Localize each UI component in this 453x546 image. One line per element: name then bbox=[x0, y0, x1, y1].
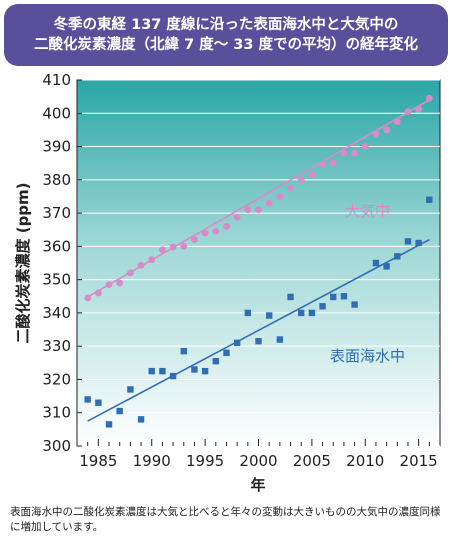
seawater-point bbox=[394, 253, 401, 260]
seawater-point bbox=[330, 293, 337, 301]
atmosphere-point bbox=[191, 236, 198, 244]
atmosphere-point bbox=[383, 126, 391, 134]
atmosphere-point bbox=[223, 223, 230, 230]
atmosphere-point bbox=[137, 261, 145, 269]
seawater-point bbox=[180, 347, 187, 355]
atmosphere-point bbox=[169, 243, 177, 251]
atmosphere-point bbox=[265, 199, 273, 207]
atmosphere-point bbox=[329, 159, 337, 167]
atmosphere-point bbox=[415, 105, 423, 113]
seawater-point bbox=[233, 339, 241, 347]
series-label-seawater: 表面海水中 bbox=[330, 347, 405, 365]
seawater-point bbox=[308, 309, 316, 317]
seawater-point bbox=[372, 259, 380, 267]
seawater-point bbox=[383, 263, 390, 270]
atmosphere-point bbox=[372, 130, 380, 138]
atmosphere-point bbox=[425, 94, 433, 102]
atmosphere-point bbox=[84, 294, 92, 302]
title-box: 冬季の東経 137 度線に沿った表面海水中と大気中の 二酸化炭素濃度（北緯 7 … bbox=[4, 4, 448, 66]
series-label-atmosphere: 大気中 bbox=[345, 202, 390, 220]
seawater-point bbox=[276, 336, 284, 343]
seawater-point bbox=[244, 309, 252, 317]
seawater-point bbox=[137, 416, 145, 423]
seawater-point bbox=[319, 303, 326, 310]
co2-chart: 300 310 320 330 340 350 360 370 380 390 400 410 198… bbox=[14, 71, 441, 494]
seawater-point bbox=[287, 293, 294, 301]
x-axis-label: 年 bbox=[250, 476, 265, 494]
atmosphere-point bbox=[393, 118, 401, 125]
atmosphere-point bbox=[308, 171, 316, 179]
x-tick-label: 2000 bbox=[239, 452, 277, 470]
seawater-point bbox=[404, 238, 412, 245]
x-tick-label: 2015 bbox=[400, 452, 438, 470]
y-tick-label: 400 bbox=[42, 104, 71, 122]
x-tick-label: 2010 bbox=[346, 452, 384, 470]
atmosphere-point bbox=[319, 161, 326, 169]
atmosphere-point bbox=[94, 289, 102, 297]
seawater-point bbox=[191, 366, 198, 373]
trend-line-seawater bbox=[87, 239, 430, 422]
seawater-point bbox=[426, 196, 433, 203]
seawater-point bbox=[148, 367, 155, 375]
seawater-point bbox=[159, 367, 166, 375]
seawater-point bbox=[84, 396, 91, 403]
title-line-2: 二酸化炭素濃度（北緯 7 度～ 33 度での平均）の経年変化 bbox=[34, 37, 418, 53]
atmosphere-point bbox=[201, 229, 209, 237]
atmosphere-point bbox=[276, 193, 284, 200]
x-tick-label: 1985 bbox=[79, 452, 117, 470]
chart-container: 300 310 320 330 340 350 360 370 380 390 400 410 198… bbox=[0, 70, 453, 500]
x-tick-label: 1990 bbox=[133, 452, 171, 470]
y-tick-label: 350 bbox=[42, 271, 71, 289]
seawater-point bbox=[298, 309, 305, 317]
y-axis-label: 二酸化炭素濃度 (ppm) bbox=[14, 182, 32, 343]
atmosphere-point bbox=[351, 149, 358, 157]
atmosphere-point bbox=[116, 279, 124, 287]
seawater-point bbox=[212, 357, 219, 365]
seawater-point bbox=[201, 367, 209, 375]
seawater-point bbox=[223, 349, 230, 357]
atmosphere-point bbox=[287, 184, 294, 192]
y-tick-label: 370 bbox=[42, 204, 71, 222]
atmosphere-point bbox=[126, 269, 134, 277]
atmosphere-point bbox=[361, 143, 369, 150]
seawater-point bbox=[255, 337, 262, 345]
atmosphere-point bbox=[233, 213, 241, 221]
seawater-point bbox=[105, 421, 113, 428]
y-tick-label: 390 bbox=[42, 138, 71, 156]
plot-area bbox=[76, 79, 441, 447]
x-tick-label: 1995 bbox=[186, 452, 224, 470]
seawater-point bbox=[116, 407, 123, 415]
y-tick-label: 330 bbox=[42, 337, 71, 355]
atmosphere-point bbox=[255, 206, 262, 214]
atmosphere-point bbox=[212, 227, 220, 235]
seawater-point bbox=[127, 386, 134, 393]
y-tick-label: 340 bbox=[42, 304, 71, 322]
atmosphere-point bbox=[159, 246, 166, 254]
y-tick-label: 380 bbox=[42, 171, 71, 189]
y-tick-label: 300 bbox=[42, 437, 71, 455]
title-line-1: 冬季の東経 137 度線に沿った表面海水中と大気中の bbox=[53, 17, 399, 33]
seawater-point bbox=[169, 372, 177, 380]
y-tick-label: 310 bbox=[42, 404, 71, 422]
trend-line-atmosphere bbox=[87, 99, 430, 298]
seawater-point bbox=[415, 239, 422, 247]
seawater-point bbox=[351, 301, 358, 308]
seawater-point bbox=[340, 293, 348, 300]
x-tick-label: 2005 bbox=[293, 452, 331, 470]
y-tick-label: 410 bbox=[42, 71, 71, 89]
y-tick-label: 360 bbox=[42, 237, 71, 255]
atmosphere-point bbox=[180, 242, 188, 250]
atmosphere-point bbox=[297, 176, 305, 184]
atmosphere-point bbox=[148, 256, 156, 264]
y-tick-label: 320 bbox=[42, 370, 71, 388]
atmosphere-point bbox=[404, 108, 412, 116]
seawater-point bbox=[95, 399, 102, 406]
atmosphere-point bbox=[340, 149, 348, 157]
atmosphere-point bbox=[105, 281, 113, 289]
seawater-point bbox=[265, 312, 273, 319]
caption: 表面海水中の二酸化炭素濃度は大気と比べると年々の変動は大きいものの大気中の濃度同… bbox=[10, 506, 441, 533]
atmosphere-point bbox=[244, 206, 252, 214]
